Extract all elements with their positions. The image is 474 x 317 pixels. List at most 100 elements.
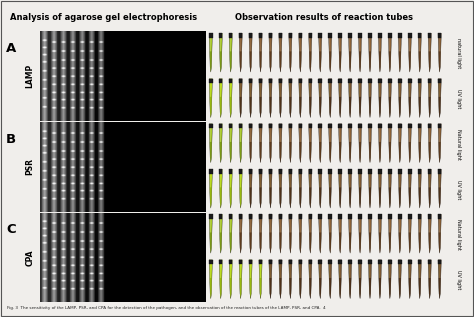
Polygon shape xyxy=(329,187,331,208)
Bar xyxy=(398,33,401,38)
Bar xyxy=(209,260,212,264)
Polygon shape xyxy=(409,142,411,163)
Bar xyxy=(428,169,431,174)
Polygon shape xyxy=(269,214,272,253)
Bar xyxy=(438,214,441,219)
Bar xyxy=(398,260,401,264)
Bar xyxy=(438,33,441,38)
Polygon shape xyxy=(309,260,312,299)
Polygon shape xyxy=(379,232,381,253)
Polygon shape xyxy=(319,214,322,253)
Bar xyxy=(279,260,282,264)
Bar xyxy=(229,260,232,264)
Polygon shape xyxy=(369,187,371,208)
Bar xyxy=(398,79,401,83)
Polygon shape xyxy=(349,232,351,253)
Polygon shape xyxy=(369,51,371,72)
Polygon shape xyxy=(369,278,371,299)
Bar xyxy=(378,33,382,38)
Polygon shape xyxy=(438,260,439,294)
Polygon shape xyxy=(358,33,362,72)
Bar xyxy=(388,169,392,174)
Bar xyxy=(328,33,332,38)
Polygon shape xyxy=(309,33,312,72)
Polygon shape xyxy=(219,79,222,118)
Polygon shape xyxy=(358,169,362,208)
Polygon shape xyxy=(438,232,441,253)
Polygon shape xyxy=(259,169,262,208)
Bar xyxy=(229,79,232,83)
Polygon shape xyxy=(418,260,421,299)
Bar xyxy=(229,214,232,219)
Polygon shape xyxy=(359,232,361,253)
Polygon shape xyxy=(399,232,401,253)
Polygon shape xyxy=(379,169,380,203)
Polygon shape xyxy=(309,232,311,253)
Polygon shape xyxy=(428,214,429,248)
Polygon shape xyxy=(249,33,252,72)
Polygon shape xyxy=(229,79,232,118)
Polygon shape xyxy=(399,33,400,67)
Polygon shape xyxy=(309,169,312,208)
Polygon shape xyxy=(279,97,282,118)
Polygon shape xyxy=(349,79,350,112)
Polygon shape xyxy=(289,187,292,208)
Bar xyxy=(398,124,401,128)
Polygon shape xyxy=(399,124,400,157)
Polygon shape xyxy=(259,79,262,118)
Bar xyxy=(408,124,411,128)
Polygon shape xyxy=(428,97,431,118)
Bar xyxy=(408,33,411,38)
Bar xyxy=(299,214,302,219)
Polygon shape xyxy=(399,187,401,208)
Polygon shape xyxy=(339,124,340,157)
Polygon shape xyxy=(319,79,320,112)
Bar xyxy=(239,260,242,264)
Polygon shape xyxy=(359,214,360,248)
Polygon shape xyxy=(379,97,381,118)
Polygon shape xyxy=(408,214,411,253)
Bar xyxy=(239,169,242,174)
Bar xyxy=(279,124,282,128)
Polygon shape xyxy=(349,260,350,294)
Polygon shape xyxy=(389,260,390,294)
Polygon shape xyxy=(299,169,302,208)
Polygon shape xyxy=(219,124,222,163)
Polygon shape xyxy=(418,33,421,72)
Polygon shape xyxy=(210,187,212,208)
Bar xyxy=(239,79,242,83)
Bar xyxy=(378,214,382,219)
Bar xyxy=(328,79,332,83)
Bar xyxy=(299,169,302,174)
Polygon shape xyxy=(368,169,372,208)
Polygon shape xyxy=(239,187,242,208)
Polygon shape xyxy=(269,124,272,163)
Polygon shape xyxy=(299,187,301,208)
Polygon shape xyxy=(239,260,242,299)
Polygon shape xyxy=(219,33,222,72)
Polygon shape xyxy=(428,187,431,208)
Polygon shape xyxy=(269,169,272,208)
Polygon shape xyxy=(359,142,361,163)
Polygon shape xyxy=(348,214,352,253)
Polygon shape xyxy=(399,169,400,203)
Polygon shape xyxy=(328,214,332,253)
Polygon shape xyxy=(438,214,439,248)
Polygon shape xyxy=(358,260,362,299)
Polygon shape xyxy=(329,33,330,67)
Polygon shape xyxy=(438,169,439,203)
Polygon shape xyxy=(239,278,242,299)
Polygon shape xyxy=(239,214,242,253)
Polygon shape xyxy=(409,187,411,208)
Polygon shape xyxy=(368,33,372,72)
Polygon shape xyxy=(438,214,441,253)
Polygon shape xyxy=(398,214,401,253)
Polygon shape xyxy=(409,124,410,157)
Polygon shape xyxy=(428,51,431,72)
Polygon shape xyxy=(289,214,292,253)
Polygon shape xyxy=(389,79,390,112)
Polygon shape xyxy=(269,79,272,118)
Polygon shape xyxy=(369,232,371,253)
Bar xyxy=(338,79,342,83)
Polygon shape xyxy=(309,214,312,253)
